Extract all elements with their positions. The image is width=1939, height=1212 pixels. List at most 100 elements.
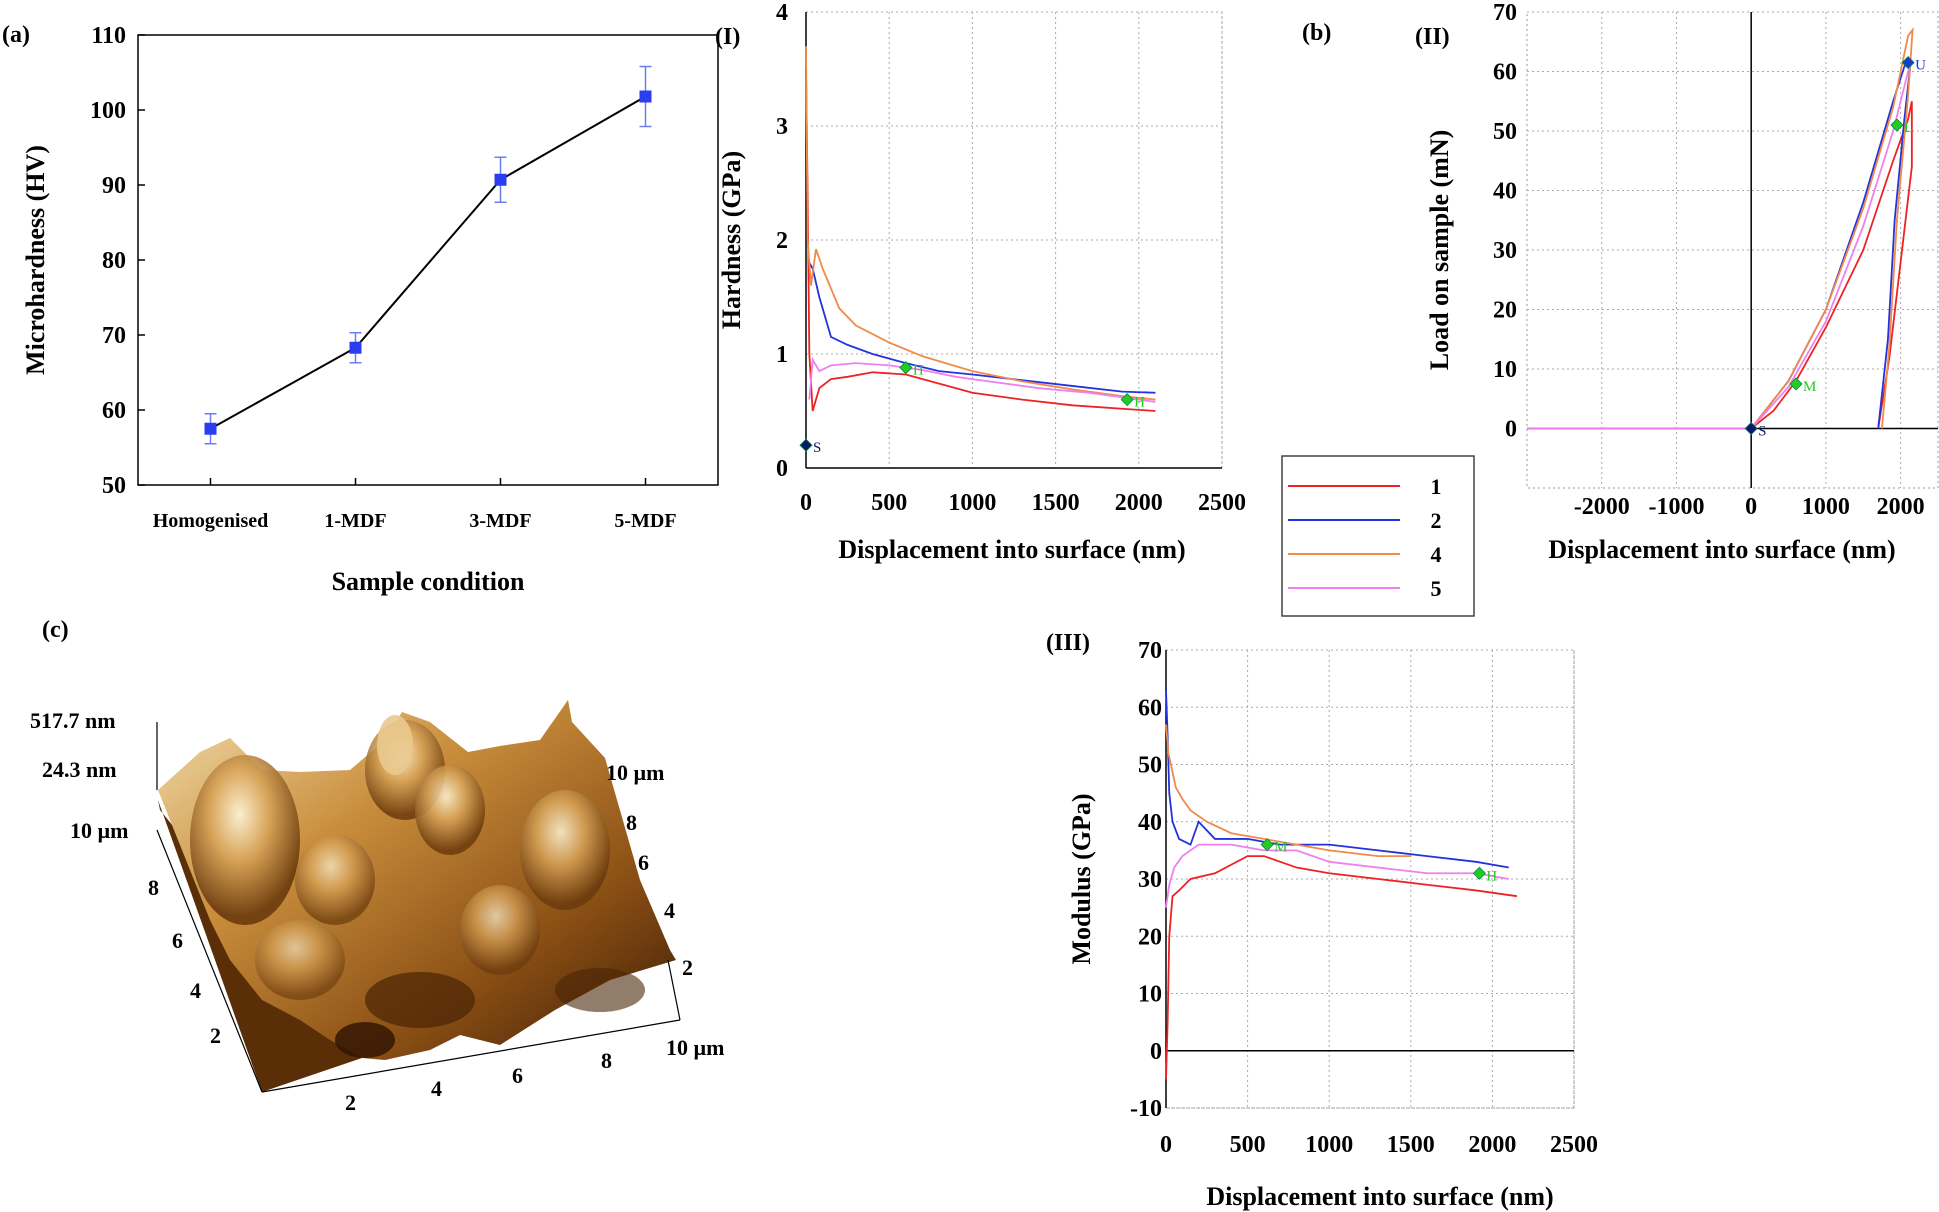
afm-r-tick: 8 (626, 810, 637, 835)
chart-a-microhardness: 50 60 70 80 90 100 110 Homogenised 1-MDF 3-MDF 5-M… (21, 23, 719, 596)
x-axis-title: Displacement into surface (nm) (1548, 535, 1895, 564)
point-marker (1472, 866, 1486, 880)
x-tick-label: 0 (1160, 1132, 1172, 1158)
x-tick-label: 1500 (1387, 1132, 1435, 1158)
point-marker-label: S (813, 440, 821, 456)
x-tick-label: 1000 (1305, 1132, 1353, 1158)
point-marker (1260, 838, 1274, 852)
legend-label-4: 4 (1431, 542, 1442, 567)
afm-x-tick: 6 (512, 1063, 523, 1088)
afm-valley (365, 972, 475, 1028)
y-axis-title: Hardness (GPa) (717, 151, 746, 329)
afm-z-min-label: 24.3 nm (42, 757, 117, 782)
legend-box (1281, 455, 1475, 617)
x-tick-label: 3-MDF (469, 510, 531, 532)
legend-label-2: 2 (1431, 508, 1442, 533)
y-tick-label: 110 (91, 23, 126, 49)
x-axis-title: Sample condition (332, 567, 525, 596)
plot-frame (137, 34, 719, 486)
point-marker-label: U (1915, 58, 1926, 74)
afm-y-tick: 4 (190, 978, 201, 1003)
y-tick-label: 50 (1493, 119, 1517, 145)
y-tick-label: 60 (102, 398, 126, 424)
plot-frame (1165, 649, 1575, 1109)
panel-label-II: (II) (1415, 24, 1450, 50)
afm-x-tick: 4 (431, 1076, 442, 1101)
afm-peak (295, 835, 375, 925)
y-tick-label: 3 (776, 114, 788, 140)
afm-bottom-axis (261, 1019, 681, 1093)
x-tick-label: 500 (871, 490, 907, 516)
series-line-5 (1527, 59, 1913, 430)
y-axis-title: Microhardness (HV) (21, 145, 50, 375)
plot-frame (805, 11, 1223, 469)
afm-peak (377, 715, 413, 775)
afm-z-max-label: 517.7 nm (30, 708, 116, 733)
panel-label-b: (b) (1302, 20, 1331, 46)
panel-label-III: (III) (1046, 630, 1090, 656)
data-point (494, 173, 507, 186)
y-tick-label: 60 (1138, 695, 1162, 721)
afm-r-tick: 4 (664, 898, 675, 923)
chart-III-modulus: 0 500 1000 1500 2000 2500 -10 0 10 20 30 40 50 60 70 M H… (1067, 638, 1598, 1211)
series-line-4 (1165, 724, 1411, 857)
series-line (210, 95, 646, 430)
afm-r-tick: 2 (682, 955, 693, 980)
x-tick-label: 2500 (1550, 1132, 1598, 1158)
x-tick-label: 500 (1230, 1132, 1266, 1158)
legend-label-1: 1 (1431, 474, 1442, 499)
afm-left-axis (156, 829, 263, 1093)
afm-r-tick: 6 (638, 850, 649, 875)
x-tick-label: 0 (800, 490, 812, 516)
x-tick-label: 1000 (1802, 494, 1850, 520)
x-tick-label: 5-MDF (614, 510, 676, 532)
x-tick-label: -1000 (1648, 494, 1704, 520)
y-tick-label: 80 (102, 248, 126, 274)
x-tick-label: 0 (1745, 494, 1757, 520)
point-marker-label: M (1803, 379, 1816, 395)
y-tick-label: 0 (1505, 417, 1517, 443)
y-tick-label: 40 (1493, 179, 1517, 205)
y-tick-label: 50 (1138, 753, 1162, 779)
point-marker-label: H (1134, 395, 1145, 411)
point-marker-label: H (913, 363, 924, 379)
point-marker (1120, 393, 1134, 407)
point-marker-label: L (1904, 120, 1913, 136)
afm-surface-panel: 517.7 nm 24.3 nm 10 µm 8 6 4 2 2 4 6 8 1… (30, 700, 725, 1115)
afm-x-tick: 8 (601, 1048, 612, 1073)
afm-y-tick: 6 (172, 928, 183, 953)
series-line-1 (1165, 855, 1518, 1080)
y-tick-label: 4 (776, 0, 788, 26)
afm-y-tick: 8 (148, 875, 159, 900)
x-tick-label: 2000 (1877, 494, 1925, 520)
series-line-2 (1165, 690, 1509, 869)
y-tick-label: 60 (1493, 60, 1517, 86)
afm-x-axis-label: 10 µm (666, 1035, 725, 1060)
x-tick-label: 1-MDF (324, 510, 386, 532)
panel-label-a: (a) (2, 22, 30, 48)
x-tick-label: 1500 (1032, 490, 1080, 516)
series-line-1 (805, 68, 1156, 412)
x-tick-label: Homogenised (153, 510, 269, 532)
y-tick-label: 70 (1493, 0, 1517, 26)
y-tick-label: 20 (1138, 924, 1162, 950)
point-marker (1890, 118, 1904, 132)
point-marker-label: S (1758, 424, 1766, 440)
y-tick-label: 70 (1138, 638, 1162, 664)
y-tick-label: 100 (90, 98, 126, 124)
point-marker (799, 438, 813, 452)
legend: 1 2 4 5 (1281, 455, 1475, 617)
x-tick-label: 1000 (948, 490, 996, 516)
y-tick-label: 30 (1138, 867, 1162, 893)
afm-peak (460, 885, 540, 975)
x-tick-label: 2000 (1468, 1132, 1516, 1158)
afm-peak (255, 920, 345, 1000)
point-marker (1901, 56, 1915, 70)
y-tick-label: 2 (776, 228, 788, 254)
y-tick-label: 70 (102, 323, 126, 349)
y-tick-label: 30 (1493, 238, 1517, 264)
point-marker (1789, 377, 1803, 391)
panel-label-c: (c) (42, 617, 69, 643)
series-line-5 (1165, 843, 1509, 908)
